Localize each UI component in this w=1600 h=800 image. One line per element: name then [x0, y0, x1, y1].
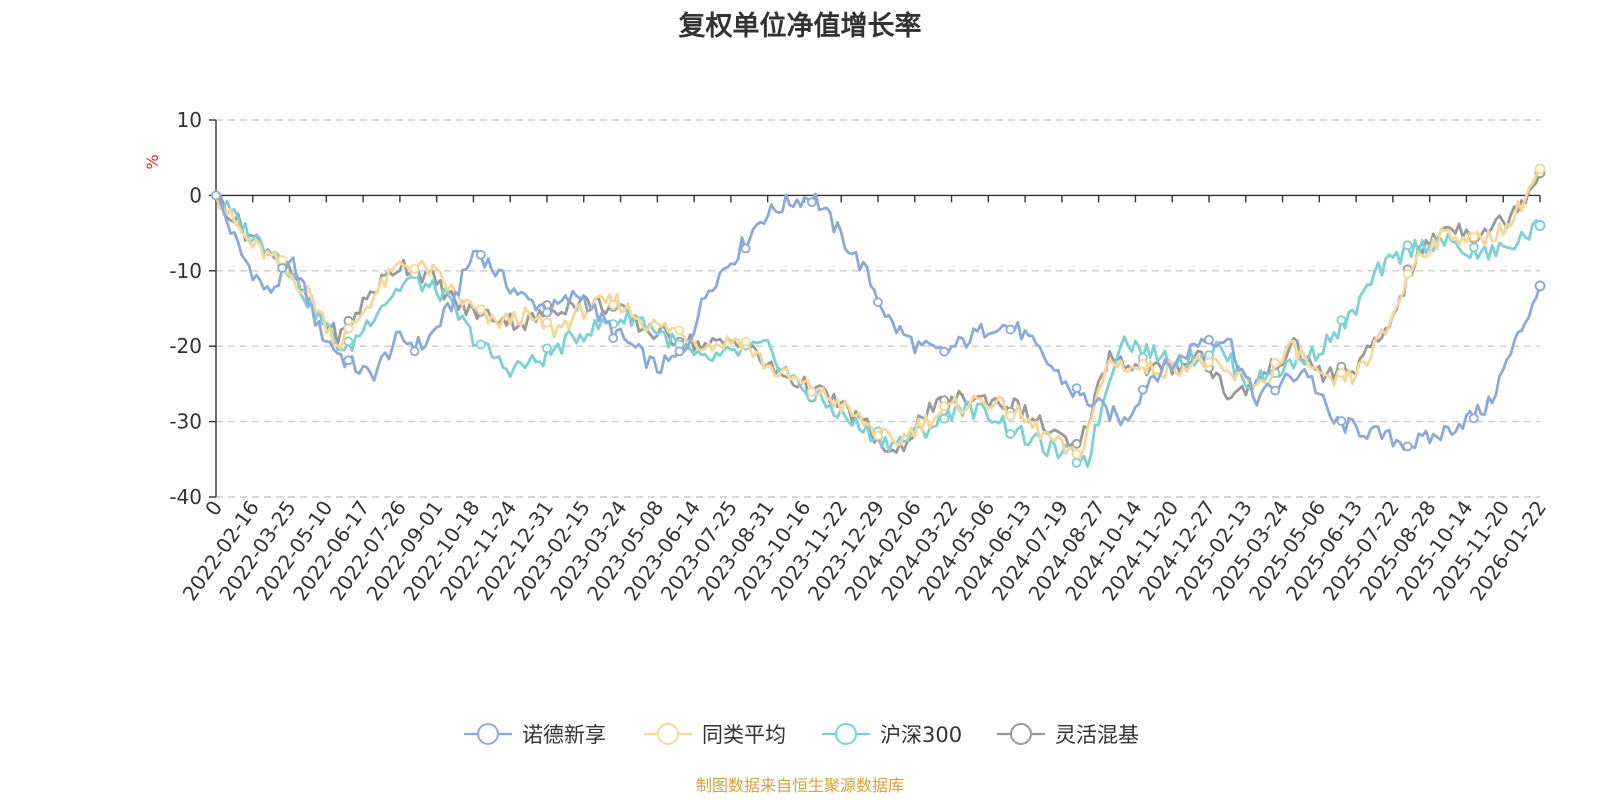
- legend-circle-icon: [657, 723, 679, 745]
- legend-item[interactable]: 灵活混基: [997, 723, 1139, 747]
- y-axis-unit: %: [143, 154, 162, 169]
- series-marker: [409, 346, 420, 357]
- series-marker: [939, 413, 950, 424]
- series-marker: [608, 299, 619, 310]
- legend-label: 诺德新享: [522, 723, 606, 747]
- chart-title: 复权单位净值增长率: [679, 10, 922, 42]
- series-end-marker: [1534, 220, 1546, 232]
- series-end-marker: [1534, 280, 1546, 292]
- series-marker: [740, 243, 751, 254]
- series-marker: [873, 430, 883, 441]
- series-marker: [1468, 413, 1479, 424]
- series-marker: [806, 197, 817, 208]
- legend-item[interactable]: 沪深300: [822, 723, 962, 747]
- series-marker: [277, 263, 288, 273]
- axes: 100-10-20-30-4002022-02-162022-03-252022…: [169, 108, 1551, 605]
- series-marker: [1468, 232, 1479, 243]
- series-marker: [1071, 383, 1082, 393]
- legend-circle-icon: [477, 723, 499, 745]
- series-marker: [1137, 384, 1148, 395]
- series-lines: [211, 163, 1546, 468]
- series-marker: [1336, 367, 1347, 378]
- series-marker: [1071, 438, 1082, 449]
- series-marker: [211, 190, 221, 201]
- legend-label: 沪深300: [880, 723, 962, 747]
- y-tick-label: -20: [169, 334, 202, 358]
- series-marker: [475, 304, 486, 315]
- series-marker: [1402, 240, 1413, 251]
- x-tick-label: 0: [200, 496, 227, 520]
- series-marker: [409, 263, 420, 274]
- series-marker: [1336, 416, 1347, 426]
- y-tick-label: -40: [169, 485, 202, 509]
- series-marker: [608, 333, 619, 344]
- series-marker: [542, 343, 552, 354]
- series-line: [215, 172, 1542, 455]
- series-marker: [1336, 315, 1347, 326]
- y-tick-label: 10: [177, 108, 202, 132]
- series-marker: [674, 346, 685, 357]
- series-marker: [542, 317, 552, 328]
- y-tick-label: -10: [169, 259, 202, 283]
- grid: [216, 119, 1540, 498]
- series-marker: [1005, 324, 1016, 335]
- series-line: [214, 168, 1542, 459]
- series-marker: [1468, 242, 1479, 253]
- series-marker: [939, 401, 950, 412]
- series-marker: [1071, 449, 1082, 460]
- series-marker: [1402, 441, 1413, 452]
- series-marker: [1204, 357, 1214, 368]
- series-marker: [1270, 385, 1281, 396]
- series-marker: [475, 339, 486, 350]
- series-marker: [277, 255, 288, 265]
- series-marker: [343, 355, 354, 366]
- series-marker: [674, 325, 685, 336]
- series-marker: [475, 249, 486, 260]
- series-marker: [873, 297, 883, 308]
- legend-item[interactable]: 同类平均: [644, 723, 786, 747]
- data-source-note: 制图数据来自恒生聚源数据库: [696, 776, 904, 795]
- y-tick-label: 0: [189, 183, 202, 207]
- series-marker: [343, 336, 354, 347]
- legend[interactable]: 诺德新享 同类平均 沪深300 灵活混基: [464, 723, 1139, 747]
- legend-circle-icon: [1010, 723, 1032, 745]
- legend-circle-icon: [835, 723, 857, 745]
- series-marker: [542, 307, 552, 318]
- legend-item[interactable]: 诺德新享: [464, 723, 606, 747]
- series-marker: [806, 386, 817, 397]
- series-marker: [740, 336, 751, 347]
- series-marker: [343, 323, 354, 334]
- series-marker: [1204, 334, 1214, 345]
- series-marker: [1005, 410, 1016, 421]
- series-marker: [1005, 429, 1016, 439]
- series-marker: [1402, 269, 1413, 279]
- series-marker: [939, 346, 950, 357]
- y-tick-label: -30: [169, 410, 202, 434]
- legend-label: 灵活混基: [1055, 723, 1139, 747]
- series-end-marker: [1534, 163, 1546, 175]
- series-marker: [1270, 358, 1281, 368]
- legend-label: 同类平均: [702, 723, 786, 747]
- series-marker: [1137, 359, 1148, 369]
- series-marker: [1071, 457, 1082, 468]
